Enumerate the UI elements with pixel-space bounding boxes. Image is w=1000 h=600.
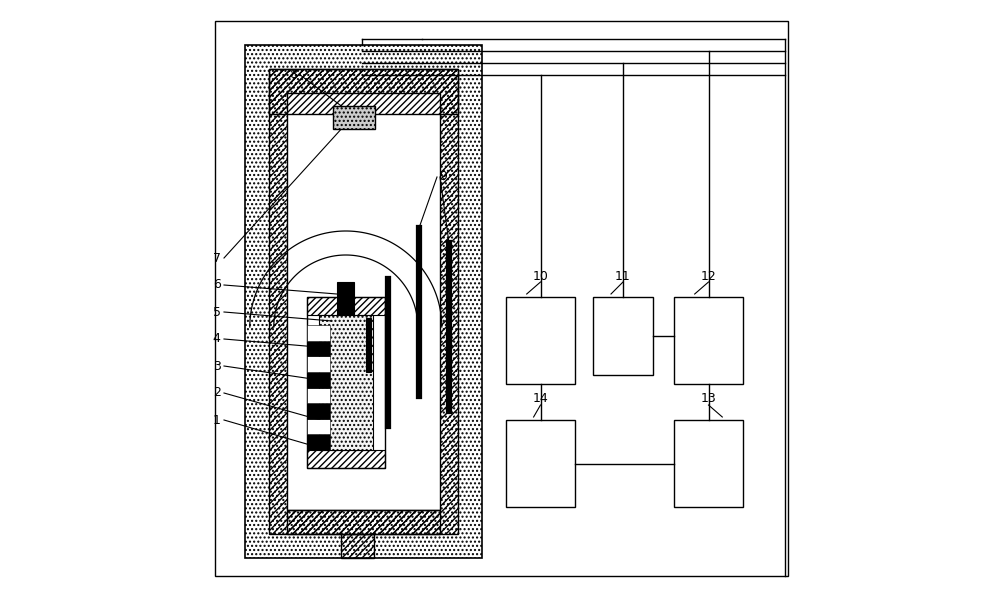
- Bar: [307, 419, 330, 434]
- Bar: [674, 297, 743, 384]
- Bar: [287, 510, 440, 534]
- Bar: [319, 315, 373, 450]
- Text: 2: 2: [213, 386, 221, 400]
- Bar: [307, 325, 330, 341]
- Bar: [674, 420, 743, 507]
- Text: 4: 4: [213, 332, 221, 346]
- Bar: [337, 282, 354, 315]
- Bar: [307, 356, 330, 372]
- Bar: [245, 45, 482, 558]
- Text: 11: 11: [615, 269, 631, 283]
- Bar: [269, 69, 458, 534]
- Text: 14: 14: [533, 392, 548, 406]
- Bar: [307, 450, 385, 468]
- Bar: [593, 297, 653, 375]
- Bar: [269, 69, 458, 114]
- Text: 5: 5: [213, 305, 221, 319]
- Bar: [341, 534, 374, 558]
- Bar: [333, 106, 375, 129]
- Bar: [307, 434, 330, 450]
- Text: 3: 3: [213, 359, 221, 373]
- Text: 9: 9: [439, 170, 447, 184]
- Text: 10: 10: [533, 269, 548, 283]
- Bar: [307, 341, 330, 356]
- Text: 12: 12: [701, 269, 716, 283]
- Bar: [307, 403, 330, 419]
- Bar: [506, 297, 575, 384]
- Bar: [287, 93, 440, 510]
- Text: 13: 13: [701, 392, 716, 406]
- Text: 6: 6: [213, 278, 221, 292]
- Text: 1: 1: [213, 413, 221, 427]
- Text: 8: 8: [289, 68, 297, 82]
- Bar: [307, 372, 330, 388]
- Bar: [506, 420, 575, 507]
- Bar: [307, 297, 385, 315]
- Bar: [366, 318, 371, 372]
- Text: 7: 7: [213, 251, 221, 265]
- Bar: [307, 388, 330, 403]
- Bar: [307, 297, 385, 468]
